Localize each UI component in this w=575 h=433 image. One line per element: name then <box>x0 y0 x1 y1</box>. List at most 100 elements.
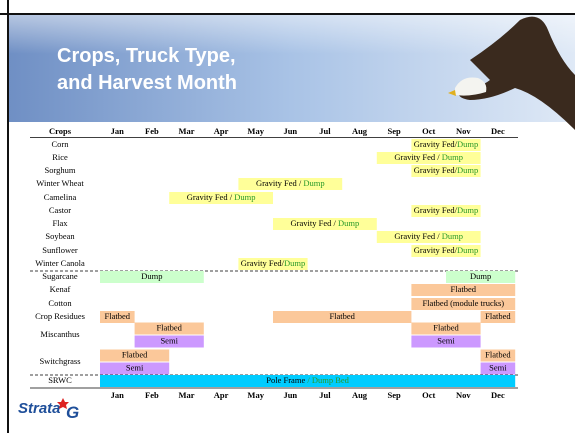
bar-label: Gravity Fed/Dump <box>414 165 478 175</box>
bar-label-part: / Dump Bed <box>305 375 349 385</box>
bar-label-part: Gravity Fed/ <box>241 258 285 268</box>
row-label: Switchgrass <box>39 356 80 366</box>
slide: Crops, Truck Type, and Harvest Month Str… <box>0 0 575 433</box>
row-label: Corn <box>52 139 70 149</box>
bar-label-part: Gravity Fed / <box>187 192 234 202</box>
bar-label-part: Semi <box>437 335 455 345</box>
bar-label-part: Gravity Fed / <box>256 178 303 188</box>
bar-label-part: Dump <box>470 271 491 281</box>
bar-label: Flatbed <box>105 311 131 321</box>
column-header: Aug <box>352 126 368 136</box>
column-footer: Oct <box>422 390 435 400</box>
bar-label: Flatbed <box>485 349 511 359</box>
row-label: Winter Wheat <box>36 178 84 188</box>
bar-label-part: Pole Frame <box>266 375 305 385</box>
row-label: Castor <box>49 205 71 215</box>
bar-label-part: Semi <box>126 362 144 372</box>
bar-label-part: Gravity Fed / <box>394 231 441 241</box>
bar-label-part: Dump <box>284 258 305 268</box>
column-footer: Aug <box>352 390 368 400</box>
bar-label: Gravity Fed/Dump <box>414 205 478 215</box>
bar-label: Dump <box>470 271 491 281</box>
bar-label: Flatbed <box>329 311 355 321</box>
bar-label-part: Gravity Fed/ <box>414 245 458 255</box>
column-header: Dec <box>491 126 505 136</box>
column-footer: Feb <box>145 390 159 400</box>
column-header: Jan <box>111 126 125 136</box>
column-footer: Sep <box>387 390 401 400</box>
row-label: Rice <box>52 152 68 162</box>
bar-label-part: Gravity Fed/ <box>414 139 458 149</box>
bar-label: Semi <box>126 362 144 372</box>
row-label: Miscanthus <box>40 329 79 339</box>
bar-label-part: Dump <box>338 218 359 228</box>
bar-label-part: Dump <box>457 165 478 175</box>
column-header: Jun <box>283 126 297 136</box>
row-label: Sunflower <box>42 245 78 255</box>
bar-label-part: Dump <box>234 192 255 202</box>
column-footer: Jun <box>283 390 297 400</box>
column-header: Nov <box>456 126 471 136</box>
bar-label-part: Gravity Fed / <box>291 218 338 228</box>
column-footer: Dec <box>491 390 505 400</box>
column-header: Apr <box>214 126 229 136</box>
bar-label-part: Flatbed <box>485 311 511 321</box>
bar-label-part: Dump <box>303 178 324 188</box>
bar-label-part: Flatbed (module trucks) <box>422 298 504 308</box>
bar-label-part: Gravity Fed/ <box>414 205 458 215</box>
bar-label: Flatbed (module trucks) <box>422 298 504 308</box>
bar-label: Flatbed <box>433 322 459 332</box>
column-header: Feb <box>145 126 159 136</box>
bar-label: Gravity Fed/Dump <box>414 245 478 255</box>
column-header: May <box>247 126 264 136</box>
bar-label-part: Dump <box>457 245 478 255</box>
bar-label: Flatbed <box>485 311 511 321</box>
bar-label-part: Flatbed <box>329 311 355 321</box>
column-footer: May <box>247 390 264 400</box>
bar-label-part: Gravity Fed / <box>394 152 441 162</box>
bar-label-part: Semi <box>489 362 507 372</box>
bar-label: Flatbed <box>451 284 477 294</box>
bar-label-part: Dump <box>457 205 478 215</box>
column-footer: Apr <box>214 390 229 400</box>
bar-label-part: Flatbed <box>485 349 511 359</box>
bar-label-part: Semi <box>160 335 178 345</box>
column-header: Sep <box>387 126 401 136</box>
column-header: Crops <box>49 126 72 136</box>
bar-label: Gravity Fed / Dump <box>394 152 463 162</box>
row-label: Sorghum <box>44 165 75 175</box>
bar-label: Gravity Fed/Dump <box>241 258 305 268</box>
logo-text: G <box>66 403 79 422</box>
bar-label-part: Gravity Fed/ <box>414 165 458 175</box>
column-footer: Mar <box>178 390 194 400</box>
logo-text: Strata <box>18 400 61 417</box>
row-label: Flax <box>52 218 68 228</box>
bar-label: Gravity Fed / Dump <box>256 178 325 188</box>
bar-label: Gravity Fed / Dump <box>187 192 256 202</box>
bar-label-part: Flatbed <box>433 322 459 332</box>
row-label: Kenaf <box>50 284 71 294</box>
column-footer: Nov <box>456 390 471 400</box>
bar-label-part: Dump <box>141 271 162 281</box>
row-label: Cotton <box>48 298 72 308</box>
column-footer: Jul <box>319 390 331 400</box>
bar-label: Flatbed <box>122 349 148 359</box>
bar-label-part: Dump <box>442 231 463 241</box>
bar-label: Gravity Fed / Dump <box>291 218 360 228</box>
bar-label: Semi <box>489 362 507 372</box>
bar-label: Flatbed <box>156 322 182 332</box>
bar-label: Semi <box>437 335 455 345</box>
bar-label-part: Flatbed <box>451 284 477 294</box>
logo: Strata G <box>18 398 79 422</box>
row-label: Soybean <box>45 231 75 241</box>
title-line: Crops, Truck Type, <box>57 45 236 67</box>
bar-label: Gravity Fed/Dump <box>414 139 478 149</box>
bar-label: Pole Frame / Dump Bed <box>266 375 349 385</box>
bar-label-part: Flatbed <box>156 322 182 332</box>
column-header: Mar <box>178 126 194 136</box>
row-label: Camelina <box>44 192 77 202</box>
row-label: Sugarcane <box>42 271 78 281</box>
column-footer: Jan <box>111 390 125 400</box>
column-header: Jul <box>319 126 331 136</box>
row-label: SRWC <box>48 375 72 385</box>
